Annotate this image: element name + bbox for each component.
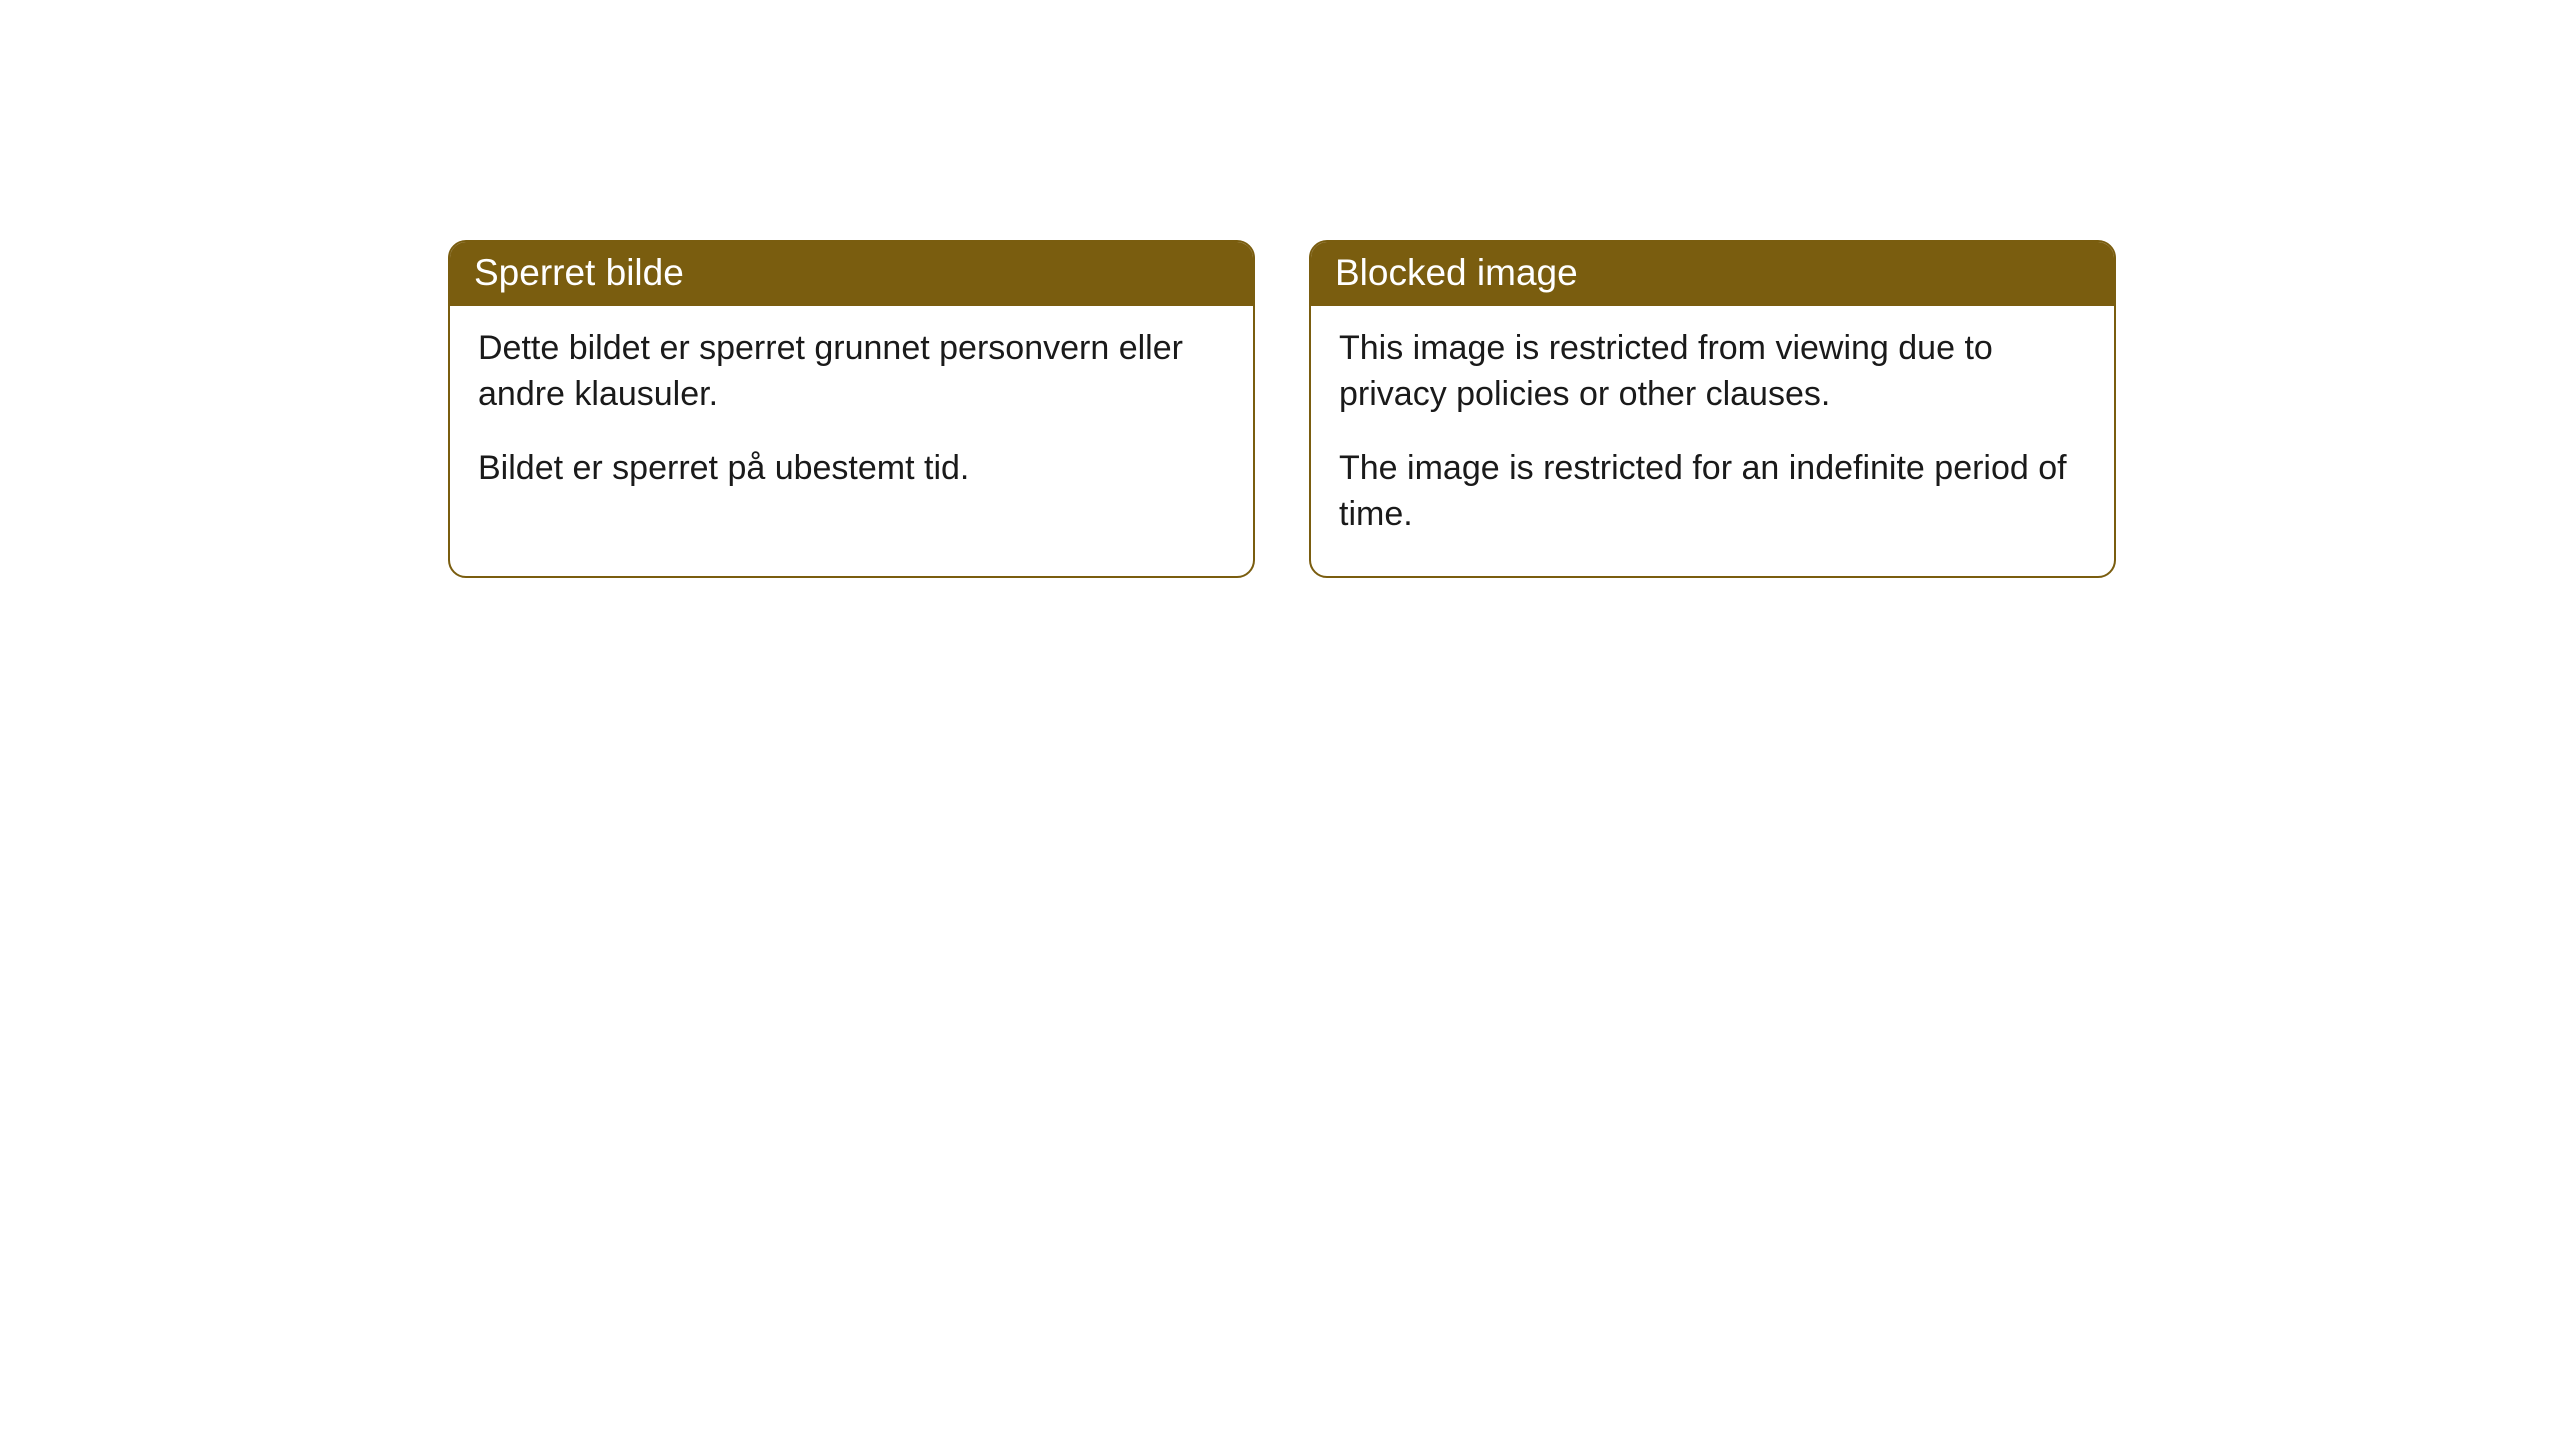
card-paragraph-1-english: This image is restricted from viewing du… <box>1339 326 2086 418</box>
card-body-norwegian: Dette bildet er sperret grunnet personve… <box>450 306 1253 530</box>
blocked-image-card-norwegian: Sperret bilde Dette bildet er sperret gr… <box>448 240 1255 578</box>
blocked-image-card-english: Blocked image This image is restricted f… <box>1309 240 2116 578</box>
card-body-english: This image is restricted from viewing du… <box>1311 306 2114 576</box>
card-paragraph-1-norwegian: Dette bildet er sperret grunnet personve… <box>478 326 1225 418</box>
card-title-english: Blocked image <box>1311 242 2114 306</box>
notice-cards-container: Sperret bilde Dette bildet er sperret gr… <box>448 240 2116 578</box>
card-title-norwegian: Sperret bilde <box>450 242 1253 306</box>
card-paragraph-2-norwegian: Bildet er sperret på ubestemt tid. <box>478 446 1225 492</box>
card-paragraph-2-english: The image is restricted for an indefinit… <box>1339 446 2086 538</box>
